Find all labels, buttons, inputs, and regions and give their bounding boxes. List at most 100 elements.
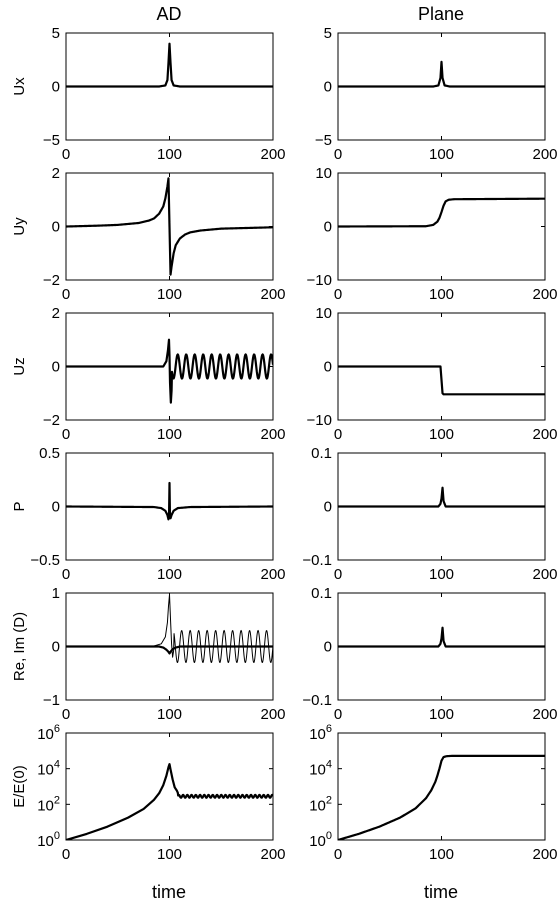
x-tick-label: 0 [334, 426, 342, 443]
y-tick-label: −10 [307, 272, 332, 289]
x-tick-label: 100 [429, 286, 454, 303]
series-line-ux-ad-0 [66, 42, 273, 88]
y-tick-label: 0 [324, 359, 332, 376]
x-tick-label: 200 [260, 846, 285, 863]
x-tick-label: 200 [260, 286, 285, 303]
y-tick-label: 5 [52, 25, 60, 42]
x-tick-label: 100 [429, 426, 454, 443]
x-axis-label-ad: time [152, 882, 186, 902]
x-tick-label: 200 [532, 706, 557, 723]
series-line-d-ad-1 [66, 645, 273, 655]
x-tick-label: 100 [429, 846, 454, 863]
y-axis-label: Re, Im (D) [11, 612, 28, 681]
x-tick-label: 100 [429, 706, 454, 723]
x-tick-label: 100 [429, 146, 454, 163]
y-tick-label: 1 [52, 585, 60, 602]
y-tick-label: 0.1 [311, 445, 332, 462]
y-tick-label: 100 [309, 830, 332, 850]
y-axis-label: P [11, 501, 28, 511]
x-tick-label: 200 [260, 146, 285, 163]
y-tick-label: −10 [307, 412, 332, 429]
y-tick-label: −2 [43, 412, 60, 429]
x-tick-label: 100 [157, 706, 182, 723]
y-tick-label: −0.1 [302, 552, 332, 569]
x-axis-label-plane: time [424, 882, 458, 902]
y-tick-label: 0 [52, 499, 60, 516]
y-tick-label: 10 [315, 165, 332, 182]
x-tick-label: 0 [62, 426, 70, 443]
x-tick-label: 0 [334, 846, 342, 863]
y-tick-label: 0 [324, 219, 332, 236]
y-axis-label: Ux [11, 77, 28, 96]
y-tick-label: 10 [315, 305, 332, 322]
y-tick-label: 2 [52, 305, 60, 322]
series-line-d-ad-0 [66, 594, 273, 664]
y-tick-label: 0 [324, 499, 332, 516]
series-line-uy-plane-0 [338, 197, 545, 228]
x-tick-label: 0 [334, 286, 342, 303]
x-tick-label: 200 [532, 146, 557, 163]
y-tick-label: 102 [37, 794, 60, 814]
x-tick-label: 100 [157, 846, 182, 863]
y-tick-label: −0.1 [302, 692, 332, 709]
x-tick-label: 0 [334, 566, 342, 583]
x-tick-label: 100 [157, 286, 182, 303]
x-tick-label: 100 [157, 426, 182, 443]
y-axis-label: Uy [11, 217, 28, 236]
x-tick-label: 100 [157, 146, 182, 163]
series-line-ux-plane-0 [338, 60, 545, 88]
y-tick-label: 104 [37, 759, 60, 779]
x-tick-label: 0 [62, 846, 70, 863]
x-tick-label: 200 [532, 286, 557, 303]
y-tick-label: −0.5 [30, 552, 60, 569]
x-tick-label: 0 [62, 706, 70, 723]
y-tick-label: 0 [52, 79, 60, 96]
x-tick-label: 0 [334, 706, 342, 723]
y-tick-label: 106 [37, 723, 60, 743]
y-tick-label: 5 [324, 25, 332, 42]
series-line-uz-ad-0 [66, 338, 273, 404]
x-tick-label: 200 [532, 566, 557, 583]
y-tick-label: 104 [309, 759, 332, 779]
series-line-uz-plane-0 [338, 365, 545, 396]
x-tick-label: 100 [157, 566, 182, 583]
series-line-e-ad-0 [66, 763, 273, 840]
y-tick-label: −5 [315, 132, 332, 149]
y-tick-label: 0 [52, 219, 60, 236]
series-line-uy-ad-0 [66, 177, 273, 276]
y-tick-label: 0 [324, 639, 332, 656]
x-tick-label: 100 [429, 566, 454, 583]
y-tick-label: 0.1 [311, 585, 332, 602]
y-axis-label: Uz [11, 357, 28, 375]
x-tick-label: 200 [260, 566, 285, 583]
y-tick-label: 0 [52, 639, 60, 656]
x-tick-label: 200 [260, 426, 285, 443]
y-tick-label: −5 [43, 132, 60, 149]
series-line-p-plane-0 [338, 486, 545, 508]
y-tick-label: 100 [37, 830, 60, 850]
x-tick-label: 0 [334, 146, 342, 163]
y-tick-label: 2 [52, 165, 60, 182]
y-tick-label: 102 [309, 794, 332, 814]
x-tick-label: 0 [62, 146, 70, 163]
y-tick-label: −1 [43, 692, 60, 709]
column-title-ad: AD [156, 4, 181, 24]
y-tick-label: 0 [324, 79, 332, 96]
x-tick-label: 200 [532, 426, 557, 443]
x-tick-label: 0 [62, 286, 70, 303]
x-tick-label: 200 [260, 706, 285, 723]
series-line-e-plane-0 [338, 754, 545, 840]
x-tick-label: 200 [532, 846, 557, 863]
